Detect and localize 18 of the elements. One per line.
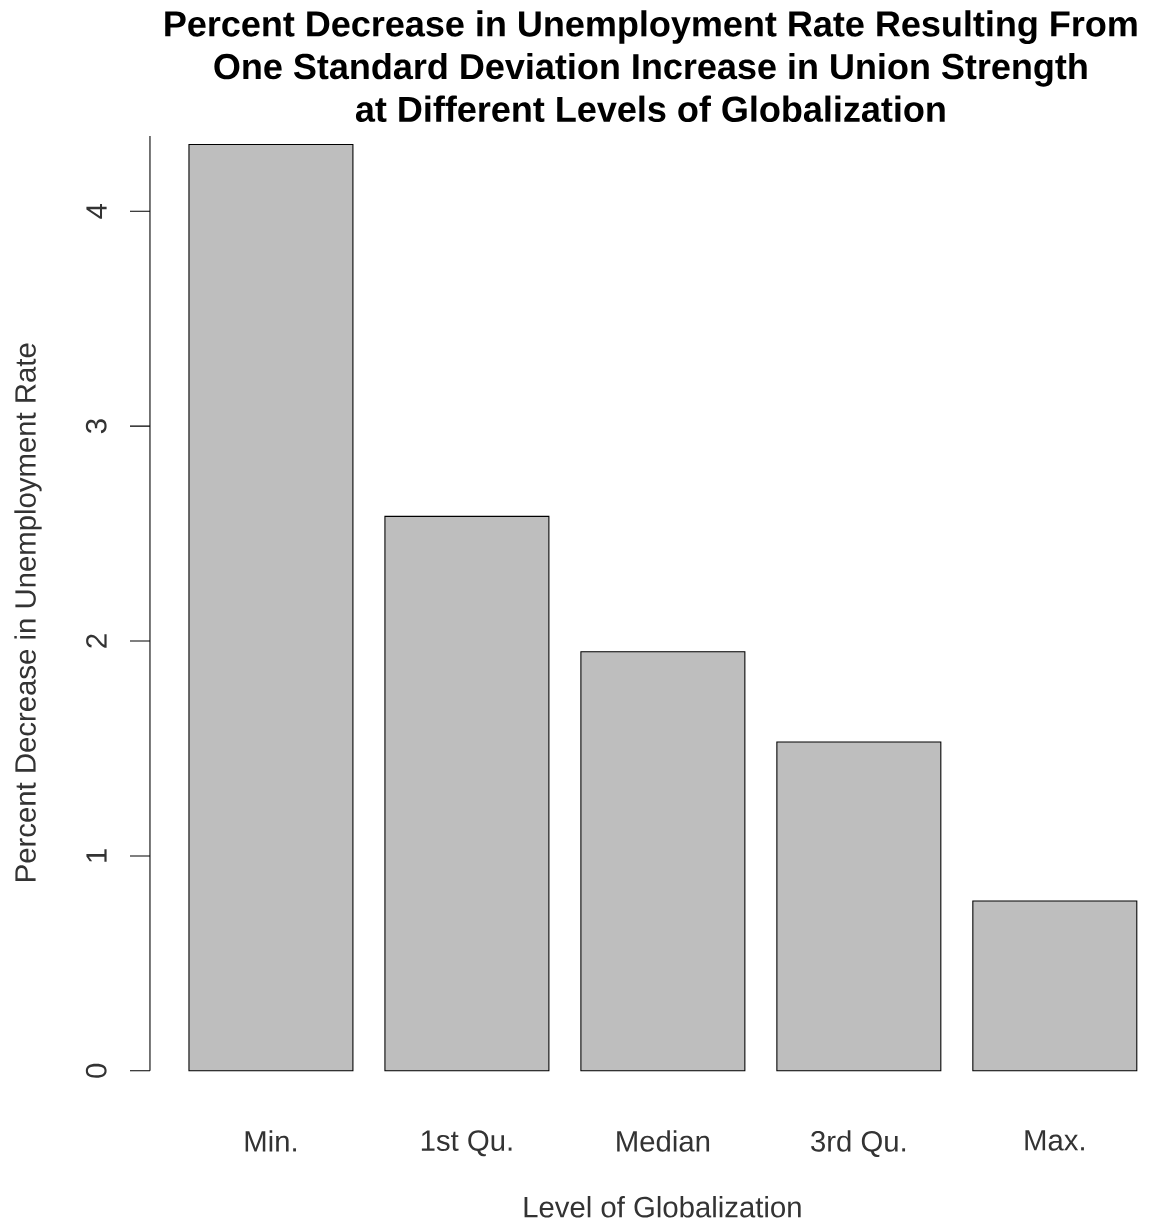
- y-tick-label: 4: [86, 203, 107, 219]
- x-tick-label: 3rd Qu.: [811, 1130, 906, 1157]
- y-tick-label: 3: [85, 419, 107, 434]
- bar: [188, 144, 354, 1072]
- bar: [580, 651, 746, 1072]
- y-axis-title: Percent Decrease in Unemployment Rate: [14, 343, 42, 881]
- bar: [384, 515, 550, 1072]
- bar: [776, 741, 942, 1072]
- x-tick-label: Max.: [1025, 1130, 1085, 1151]
- chart-title: Percent Decrease in Unemployment Rate Resulting From One Standard Deviation Increase in Union Strength at Different Levels of Globalization: [165, 10, 1137, 123]
- x-axis-title: Level of Globalization: [524, 1196, 801, 1218]
- x-tick-label: Min.: [245, 1130, 297, 1152]
- bar: [972, 900, 1138, 1072]
- x-tick-label: 1st Qu.: [421, 1130, 512, 1157]
- x-tick-label: Median: [617, 1130, 710, 1152]
- y-tick-label: 0: [85, 1063, 107, 1078]
- y-tick-label: 2: [86, 634, 107, 648]
- y-tick-label: 1: [86, 849, 107, 862]
